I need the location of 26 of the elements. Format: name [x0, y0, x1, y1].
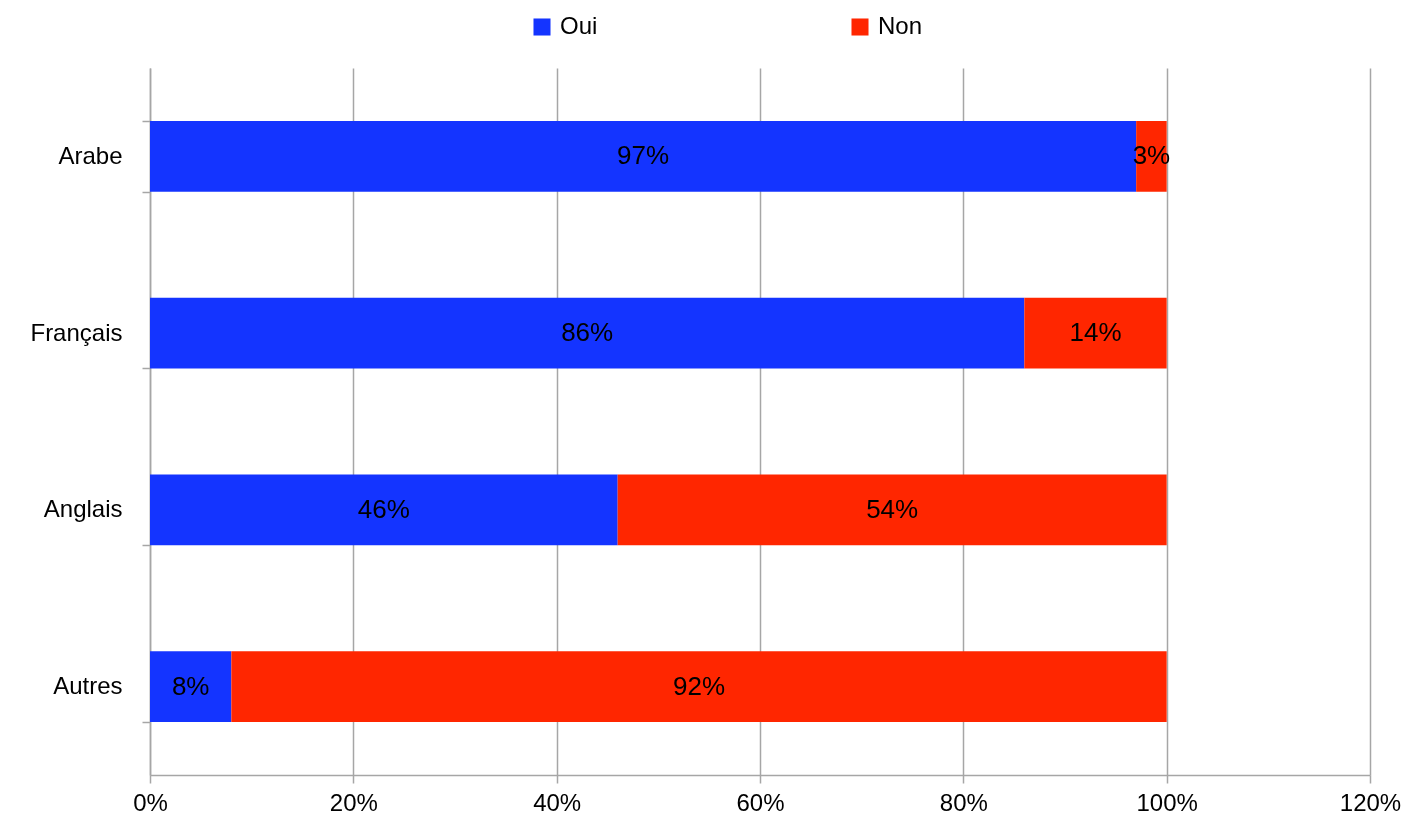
data-label: 86%: [561, 317, 614, 348]
bar: [150, 474, 618, 546]
y-tick-label: Français: [30, 318, 123, 346]
x-tick-label: 40%: [533, 788, 582, 816]
x-tick-label: 60%: [736, 788, 785, 816]
bar: [150, 297, 1025, 369]
bar: [231, 651, 1167, 722]
bar: [617, 474, 1167, 546]
data-label: 8%: [171, 670, 210, 701]
y-tick-label: Autres: [53, 672, 123, 700]
legend-label: Oui: [560, 12, 598, 39]
x-tick-label: 0%: [133, 788, 168, 816]
legend-label: Non: [878, 12, 923, 39]
data-label: 14%: [1069, 317, 1122, 348]
data-label: 97%: [617, 140, 670, 171]
bar: [1024, 297, 1167, 369]
y-tick-label: Arabe: [58, 141, 123, 169]
y-tick-label: Anglais: [43, 495, 123, 523]
x-tick-label: 120%: [1339, 788, 1402, 816]
x-tick-label: 100%: [1136, 788, 1198, 816]
x-tick-label: 20%: [329, 788, 378, 816]
bar: [150, 651, 232, 722]
data-label: 54%: [866, 493, 919, 524]
x-tick-label: 80%: [939, 788, 988, 816]
data-label: 46%: [357, 493, 410, 524]
data-label: 92%: [672, 670, 726, 701]
